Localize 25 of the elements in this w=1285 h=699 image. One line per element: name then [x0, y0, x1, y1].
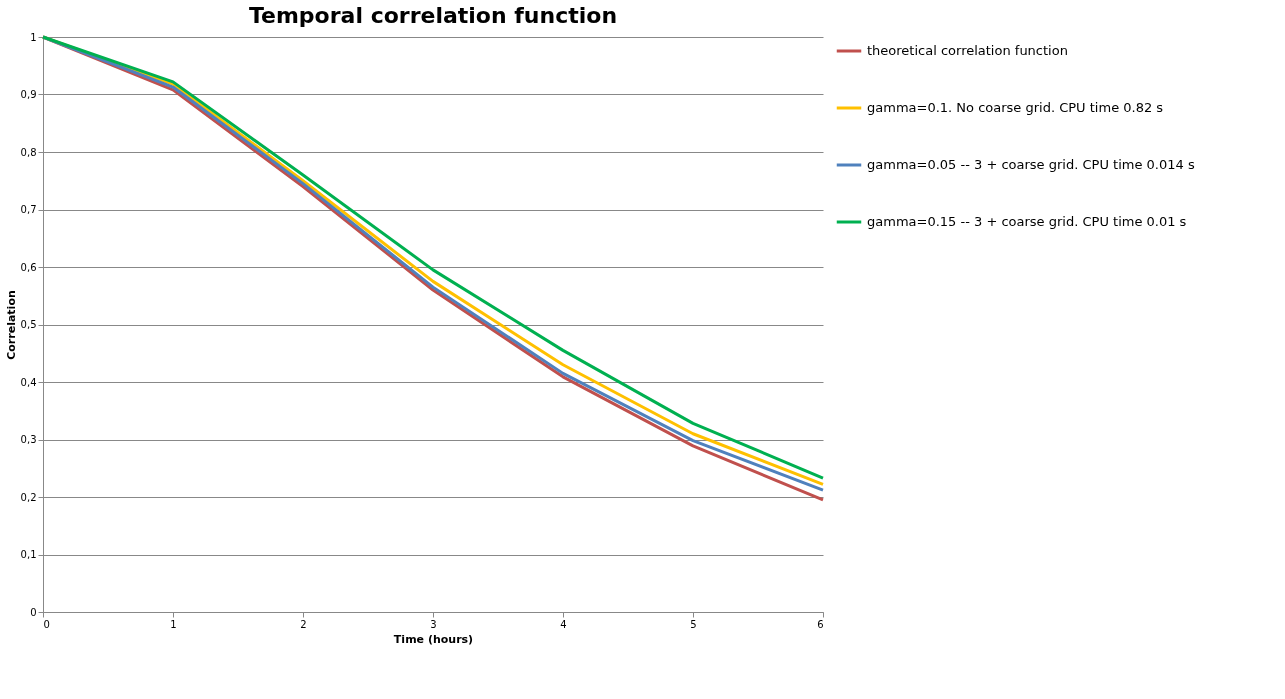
x-tick-label: 5: [690, 618, 697, 630]
y-tick-label: 0: [30, 606, 37, 618]
x-tick-label: 0: [43, 618, 50, 630]
legend-label: gamma=0.05 -- 3 + coarse grid. CPU time 0.014 s: [867, 157, 1195, 172]
x-tick-label: 1: [170, 618, 177, 630]
y-tick-label: 0,5: [20, 319, 37, 330]
y-tick-label: 0,8: [20, 146, 37, 158]
legend-label: gamma=0.15 -- 3 + coarse grid. CPU time 0.01 s: [867, 214, 1187, 229]
chart-title: Temporal correlation function: [248, 3, 618, 28]
x-tick-label: 6: [817, 618, 824, 630]
y-tick-label: 0,3: [20, 434, 37, 445]
y-tick-label: 0,7: [20, 204, 37, 215]
x-tick-label: 3: [430, 618, 437, 630]
y-tick-label: 0,9: [20, 89, 37, 100]
y-tick-label: 0,1: [20, 549, 37, 560]
y-tick-label: 1: [30, 31, 37, 43]
x-tick-label: 2: [300, 618, 307, 630]
y-tick-label: 0,6: [20, 261, 37, 273]
x-tick-label: 4: [560, 618, 567, 630]
legend-label: gamma=0.1. No coarse grid. CPU time 0.82 s: [867, 100, 1164, 115]
y-tick-label: 0,4: [20, 376, 37, 388]
x-axis-title: Time (hours): [393, 632, 474, 646]
y-axis-title: Correlation: [4, 290, 18, 360]
y-tick-label: 0,2: [20, 491, 37, 503]
legend-label: theoretical correlation function: [867, 43, 1068, 58]
